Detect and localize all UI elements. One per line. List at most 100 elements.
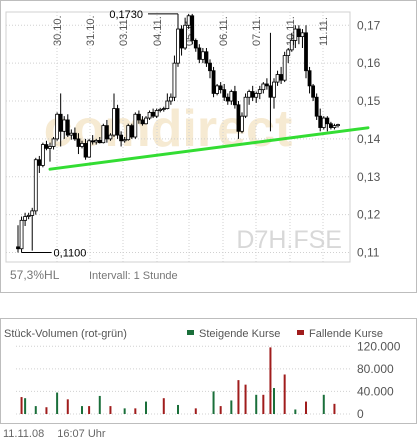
candle	[190, 13, 195, 45]
candle-body	[76, 138, 81, 147]
candle-body	[112, 108, 116, 136]
candle-body	[232, 91, 237, 106]
legend-up-label: Steigende Kurse	[199, 328, 280, 340]
footer-timestamp: 11.11.08 16:07 Uhr	[3, 428, 116, 440]
legend-down-swatch	[297, 330, 304, 335]
volume-tick-label: 40.000	[357, 384, 394, 398]
candle-body	[19, 219, 24, 250]
x-tick-label: 31.10.	[85, 15, 97, 46]
candle	[30, 207, 35, 251]
candle	[247, 89, 252, 105]
candle-body	[94, 140, 99, 143]
candle	[26, 212, 31, 220]
candle	[282, 51, 287, 83]
candle	[129, 123, 134, 139]
candle	[115, 104, 120, 139]
candle	[165, 93, 170, 110]
candle	[72, 127, 77, 141]
candle	[225, 93, 230, 105]
volume-bars	[20, 347, 336, 414]
candle	[119, 131, 124, 147]
candle	[112, 93, 116, 137]
candle-body	[72, 132, 77, 140]
y-tick-label: 0,13	[357, 170, 381, 184]
x-tick-label: 11.11.	[318, 17, 330, 46]
candle-body	[69, 132, 74, 136]
candle	[222, 83, 227, 102]
candle-body	[190, 15, 195, 41]
x-tick-label: 30.10.	[52, 15, 64, 46]
interval-label: Intervall: 1 Stunde	[89, 270, 178, 282]
candle	[197, 44, 202, 64]
candle-body	[204, 51, 209, 64]
y-tick-label: 0,14	[357, 132, 381, 146]
candle-body	[176, 28, 180, 64]
candle	[218, 82, 223, 94]
candle-body	[44, 144, 49, 149]
candle	[311, 83, 316, 102]
volume-bar	[134, 408, 137, 414]
candle-body	[101, 125, 106, 144]
volume-bar	[219, 406, 222, 414]
candle-body	[129, 125, 134, 138]
candle	[257, 85, 262, 100]
candle	[300, 29, 305, 48]
candle-body	[90, 140, 95, 143]
candle-body	[154, 110, 159, 117]
candle	[80, 140, 84, 149]
candle	[250, 85, 255, 102]
candle-body	[293, 28, 298, 41]
candle	[243, 93, 248, 119]
candle-body	[286, 49, 291, 56]
candle-body	[247, 91, 252, 98]
candle	[279, 66, 284, 84]
candle-body	[119, 134, 124, 142]
candle	[172, 55, 177, 102]
candle	[286, 47, 291, 64]
x-tick-label: 07.11.	[251, 16, 263, 46]
y-tick-label: 0,12	[357, 208, 381, 222]
candle-body	[215, 85, 220, 94]
candle-body	[222, 89, 227, 98]
legend-up-swatch	[187, 330, 194, 335]
candle-body	[208, 62, 212, 72]
candle-body	[37, 159, 42, 166]
candle	[158, 107, 163, 113]
candle	[147, 110, 152, 120]
legend-down-label: Fallende Kurse	[309, 328, 383, 340]
candle	[204, 47, 209, 67]
candle-body	[165, 100, 170, 109]
candle	[186, 13, 191, 30]
volume-bar	[305, 401, 307, 414]
candle-body	[193, 40, 198, 49]
candle-body	[80, 143, 84, 147]
candle-body	[296, 28, 301, 38]
candle	[51, 137, 56, 150]
candle	[94, 138, 99, 145]
candle-body	[55, 113, 60, 140]
volume-bar	[269, 347, 272, 414]
volume-bar	[273, 388, 275, 414]
candle-body	[40, 144, 45, 166]
volume-bar	[244, 384, 247, 414]
candle	[272, 78, 276, 109]
volume-title: Stück-Volumen (rot-grün)	[4, 328, 127, 340]
y-axis: 0,17 0,16 0,15 0,14 0,13 0,12 0,11	[357, 18, 381, 259]
volume-bar	[81, 406, 83, 414]
candle	[108, 133, 113, 141]
candle-body	[26, 215, 31, 217]
volume-chart-panel	[0, 318, 417, 424]
candle-body	[179, 28, 184, 49]
volume-bar	[212, 391, 215, 414]
candle	[179, 25, 184, 56]
volume-bar	[194, 408, 197, 414]
candle-body	[108, 134, 113, 140]
volume-bar	[255, 394, 258, 414]
candle	[200, 47, 205, 64]
candle-body	[307, 70, 312, 87]
candle-body	[186, 15, 191, 26]
trendline-layer	[48, 126, 370, 171]
candle	[140, 116, 145, 126]
candle-body	[87, 140, 92, 158]
volume-bar	[109, 406, 112, 414]
